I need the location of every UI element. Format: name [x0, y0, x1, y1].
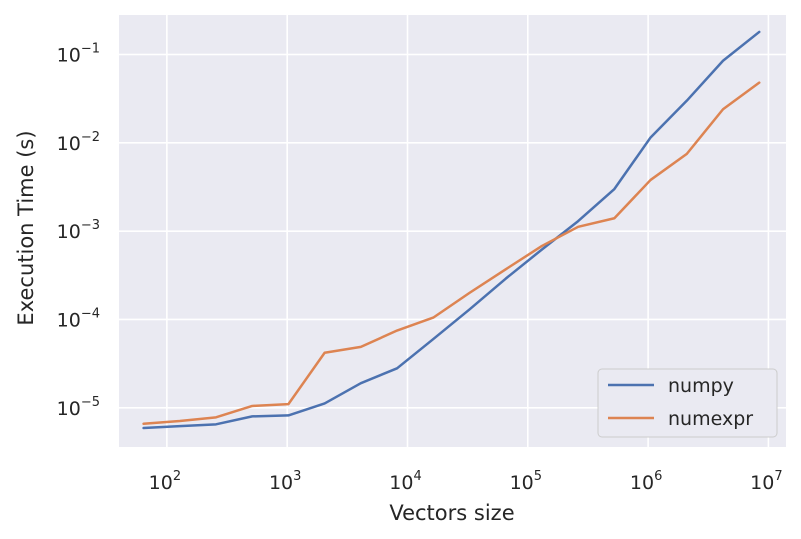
x-tick-label: 105	[510, 469, 542, 494]
x-tick-label: 103	[269, 469, 301, 494]
x-tick-base: 10	[269, 472, 293, 494]
x-tick-exponent: 3	[293, 469, 301, 484]
legend-label-numpy: numpy	[668, 375, 734, 397]
y-tick-label: 10−1	[57, 41, 100, 66]
y-tick-base: 10	[57, 398, 81, 420]
y-tick-label: 10−2	[57, 130, 100, 155]
y-tick-exponent: −1	[81, 41, 100, 56]
grid	[119, 15, 786, 447]
x-axis-ticks: 102 103 104 105 106 107	[149, 469, 783, 494]
y-tick-base: 10	[57, 133, 81, 155]
y-tick-exponent: −3	[81, 218, 100, 233]
y-axis-ticks: 10−510−410−310−210−1	[57, 41, 100, 419]
legend: numpy numexpr	[597, 368, 778, 438]
y-tick-label: 10−5	[57, 395, 100, 420]
x-tick-label: 104	[389, 469, 421, 494]
y-tick-base: 10	[57, 44, 81, 66]
x-tick-base: 10	[750, 472, 774, 494]
x-tick-exponent: 4	[413, 469, 421, 484]
y-tick-base: 10	[57, 221, 81, 243]
x-tick-base: 10	[149, 472, 173, 494]
x-tick-exponent: 5	[534, 469, 542, 484]
series-line-numpy	[142, 30, 761, 430]
x-tick-base: 10	[630, 472, 654, 494]
x-axis-label: Vectors size	[389, 501, 514, 525]
y-tick-label: 10−4	[57, 306, 100, 331]
series-line-numexpr	[142, 81, 761, 425]
y-tick-base: 10	[57, 309, 81, 331]
x-tick-exponent: 7	[774, 469, 782, 484]
x-tick-exponent: 2	[173, 469, 181, 484]
y-tick-exponent: −2	[81, 130, 100, 145]
legend-label-numexpr: numexpr	[668, 408, 753, 430]
x-tick-label: 107	[750, 469, 782, 494]
x-tick-label: 106	[630, 469, 662, 494]
x-tick-label: 102	[149, 469, 181, 494]
x-tick-exponent: 6	[654, 469, 662, 484]
x-tick-base: 10	[510, 472, 534, 494]
y-axis-label: Execution Time (s)	[14, 130, 38, 325]
y-tick-exponent: −4	[81, 306, 100, 321]
x-tick-base: 10	[389, 472, 413, 494]
series-layer	[142, 30, 761, 430]
y-tick-label: 10−3	[57, 218, 100, 243]
y-tick-exponent: −5	[81, 395, 100, 410]
